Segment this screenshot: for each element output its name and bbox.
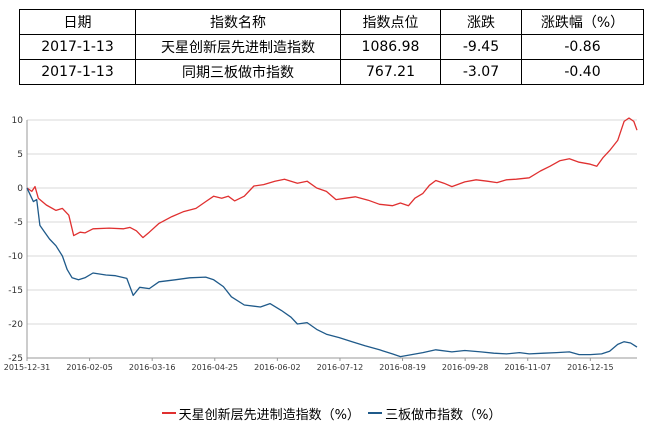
header-index-name: 指数名称 <box>135 9 341 35</box>
table-row: 2017-1-13 天星创新层先进制造指数 1086.98 -9.45 -0.8… <box>19 34 644 60</box>
legend-item-advanced-manufacturing: 天星创新层先进制造指数（%） <box>161 404 360 423</box>
header-change: 涨跌 <box>440 9 522 35</box>
legend-label: 天星创新层先进制造指数（%） <box>178 407 360 423</box>
legend-item-market-making: 三板做市指数（%） <box>368 404 501 423</box>
cell-change-percent: -0.40 <box>521 59 644 85</box>
cell-change: -3.07 <box>440 59 522 85</box>
chart-legend: 天星创新层先进制造指数（%） 三板做市指数（%） <box>0 403 663 423</box>
series-line-advanced-manufacturing <box>26 117 638 239</box>
grid-lines <box>27 119 637 359</box>
series-lines <box>26 117 638 358</box>
x-tick-label: 2016-04-25 <box>192 363 239 372</box>
cell-change: -9.45 <box>440 34 522 60</box>
x-tick-label: 2016-08-19 <box>379 363 426 372</box>
y-tick-label: -5 <box>14 218 23 228</box>
cell-change-percent: -0.86 <box>521 34 644 60</box>
y-tick-label: 0 <box>17 184 23 194</box>
y-tick-label: 5 <box>17 150 23 160</box>
y-axis-ticks: 10 5 0 -5 -10 -15 -20 -25 <box>8 116 23 364</box>
header-date: 日期 <box>19 9 136 35</box>
cell-date: 2017-1-13 <box>19 34 136 60</box>
x-tick-label: 2016-11-07 <box>504 363 551 372</box>
x-tick-label: 2016-09-28 <box>442 363 489 372</box>
x-tick-label: 2016-12-15 <box>567 363 614 372</box>
cell-index-points: 1086.98 <box>340 34 441 60</box>
y-tick-label: -15 <box>8 286 23 296</box>
cell-index-points: 767.21 <box>340 59 441 85</box>
x-tick-label: 2016-07-12 <box>317 363 364 372</box>
header-index-points: 指数点位 <box>340 9 441 35</box>
cell-date: 2017-1-13 <box>19 59 136 85</box>
cell-index-name: 天星创新层先进制造指数 <box>135 34 341 60</box>
y-tick-label: 10 <box>12 116 24 126</box>
y-tick-label: -20 <box>8 320 23 330</box>
axes <box>26 120 637 359</box>
x-tick-label: 2016-03-16 <box>129 363 176 372</box>
x-tick-label: 2016-06-02 <box>254 363 301 372</box>
series-line-market-making <box>26 187 638 358</box>
x-tick-label: 2016-02-05 <box>66 363 113 372</box>
table-row: 2017-1-13 同期三板做市指数 767.21 -3.07 -0.40 <box>19 59 644 85</box>
legend-swatch-red <box>161 412 176 414</box>
x-tick-label: 2015-12-31 <box>4 363 51 372</box>
table-header-row: 日期 指数名称 指数点位 涨跌 涨跌幅（%） <box>19 9 644 35</box>
header-change-percent: 涨跌幅（%） <box>521 9 644 35</box>
y-tick-label: -25 <box>8 354 23 364</box>
y-tick-label: -10 <box>8 252 23 262</box>
legend-label: 三板做市指数（%） <box>385 407 502 423</box>
legend-swatch-blue <box>368 412 383 414</box>
x-axis-ticks: 2015-12-31 2016-02-05 2016-03-16 2016-04-25… <box>4 358 614 372</box>
cell-index-name: 同期三板做市指数 <box>135 59 341 85</box>
summary-table: 日期 指数名称 指数点位 涨跌 涨跌幅（%） 2017-1-13 天星创新层先进… <box>19 9 644 85</box>
